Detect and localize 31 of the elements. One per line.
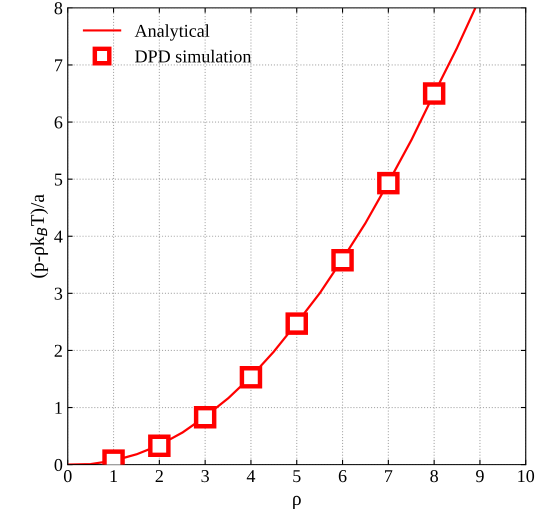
point xyxy=(377,172,400,194)
point xyxy=(422,82,446,105)
x-axis-title: ρ xyxy=(293,496,301,510)
x-tick-label: 2 xyxy=(156,470,163,482)
point xyxy=(240,366,262,389)
x-tick-label: 9 xyxy=(476,470,484,482)
y-tick-label: 4 xyxy=(54,230,63,243)
y-tick-label: 0 xyxy=(54,458,62,472)
x-tick-label: 3 xyxy=(201,470,209,482)
x-tick-label: 6 xyxy=(338,470,347,482)
y-tick-label: 6 xyxy=(54,116,62,129)
x-tick-label: 4 xyxy=(246,470,256,482)
y-axis-title: (p-ρk$_{B}$T)/a xyxy=(30,194,48,278)
x-tick-label: 8 xyxy=(430,470,438,482)
point xyxy=(285,312,308,335)
point xyxy=(331,248,354,272)
y-tick-label: 5 xyxy=(54,174,62,186)
x-tick-label: 5 xyxy=(293,470,301,482)
y-tick-label: 7 xyxy=(55,59,62,72)
y-tick-label: 8 xyxy=(54,2,62,14)
legend-label: Analytical xyxy=(134,24,210,41)
point xyxy=(148,434,171,458)
x-tick-label: 0 xyxy=(64,470,72,482)
x-tick-label: 1 xyxy=(110,470,117,482)
legend-label: DPD simulation xyxy=(135,50,252,63)
y-tick-label: 2 xyxy=(54,344,62,357)
x-tick-label: 10 xyxy=(518,470,534,482)
point xyxy=(194,406,216,428)
x-tick-label: 7 xyxy=(385,470,392,482)
y-tick-label: 1 xyxy=(55,402,62,414)
y-tick-label: 3 xyxy=(54,288,62,300)
